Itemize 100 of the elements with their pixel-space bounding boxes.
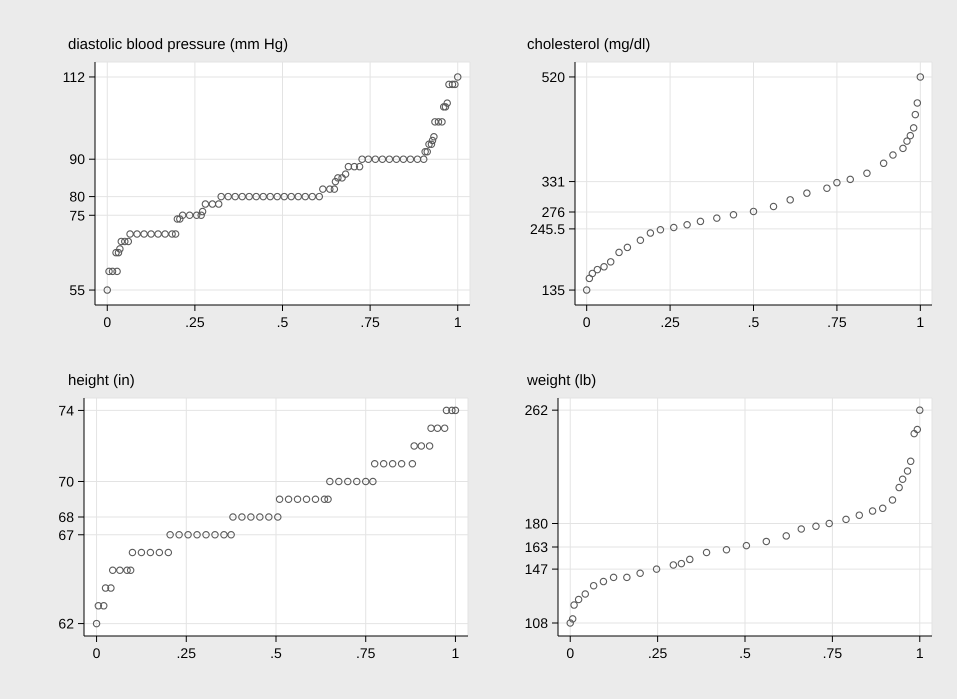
point — [636, 570, 644, 577]
point — [434, 424, 442, 432]
y-tick-label: 262 — [524, 402, 548, 418]
point — [108, 566, 116, 574]
point — [656, 226, 664, 234]
point — [670, 224, 678, 232]
point — [410, 442, 418, 450]
point — [427, 424, 435, 432]
y-tick-label: 70 — [58, 473, 74, 490]
point — [448, 406, 456, 414]
point — [229, 513, 237, 521]
point — [94, 602, 102, 610]
y-tick-label: 245.5 — [530, 220, 566, 237]
point — [899, 144, 907, 152]
x-tick-label: .75 — [822, 645, 842, 661]
point — [594, 266, 602, 274]
point — [202, 531, 210, 539]
point — [102, 584, 110, 592]
x-tick-label: 0 — [103, 314, 112, 330]
point — [615, 248, 623, 256]
point — [353, 478, 360, 486]
point — [227, 531, 235, 539]
x-tick-label: 1 — [916, 314, 924, 330]
y-tick-label: 135 — [542, 282, 566, 298]
x-tick-label: .5 — [270, 645, 282, 661]
point — [856, 511, 864, 519]
x-tick-label: .5 — [276, 314, 289, 330]
x-tick-label: 1 — [916, 645, 924, 661]
point — [895, 484, 903, 492]
y-tick-label: 74 — [58, 402, 74, 418]
x-tick-label: .25 — [648, 645, 668, 661]
y-tick-label: 276 — [542, 204, 566, 220]
point — [803, 189, 811, 197]
point — [878, 504, 886, 512]
point — [906, 132, 914, 140]
point — [568, 615, 576, 623]
point — [193, 531, 201, 539]
point — [326, 478, 334, 486]
point — [888, 496, 896, 504]
point — [312, 495, 320, 503]
point — [742, 542, 750, 550]
point — [398, 460, 406, 468]
point — [652, 565, 660, 573]
point — [889, 151, 897, 159]
point — [606, 258, 614, 266]
point — [798, 525, 806, 533]
x-tick-label: 0 — [566, 645, 574, 661]
x-tick-label: 1 — [452, 645, 460, 661]
x-tick-label: .25 — [176, 645, 196, 661]
point — [610, 574, 618, 582]
point — [247, 513, 255, 521]
point — [370, 460, 378, 468]
y-tick-label: 90 — [69, 151, 86, 168]
point — [388, 460, 396, 468]
y-tick-label: 62 — [58, 616, 74, 632]
point — [623, 574, 631, 582]
point — [750, 208, 758, 216]
point — [646, 229, 654, 237]
point — [782, 532, 790, 540]
point — [636, 236, 644, 244]
point — [276, 495, 284, 503]
point — [380, 460, 388, 468]
point — [418, 442, 426, 450]
y-tick-label: 80 — [69, 188, 86, 205]
point — [100, 602, 108, 610]
point — [678, 560, 686, 568]
point — [702, 548, 710, 556]
x-tick-label: .75 — [356, 645, 376, 661]
point — [324, 495, 332, 503]
point — [910, 124, 918, 132]
point — [825, 520, 833, 528]
x-tick-label: .75 — [360, 314, 380, 330]
y-tick-label: 67 — [58, 526, 74, 543]
point — [846, 176, 854, 184]
point — [582, 286, 590, 294]
point — [683, 220, 691, 228]
point — [574, 596, 582, 604]
point — [696, 218, 704, 226]
point — [713, 214, 721, 222]
point — [880, 160, 888, 168]
point — [906, 458, 914, 466]
x-tick-label: .75 — [827, 314, 847, 330]
point — [128, 548, 136, 556]
x-tick-label: 1 — [454, 314, 462, 330]
point — [138, 548, 146, 556]
point — [320, 495, 328, 503]
point — [786, 196, 794, 204]
point — [842, 516, 850, 524]
y-tick-label: 68 — [58, 509, 74, 525]
y-tick-label: 520 — [542, 68, 566, 85]
point — [156, 548, 164, 556]
point — [220, 531, 228, 539]
point — [164, 548, 172, 556]
chart-title: diastolic blood pressure (mm Hg) — [68, 36, 288, 53]
point — [600, 578, 608, 586]
point — [910, 430, 918, 438]
point — [686, 556, 694, 564]
chart-title: weight (lb) — [527, 372, 596, 389]
y-tick-label: 147 — [524, 561, 548, 578]
point — [624, 244, 632, 252]
